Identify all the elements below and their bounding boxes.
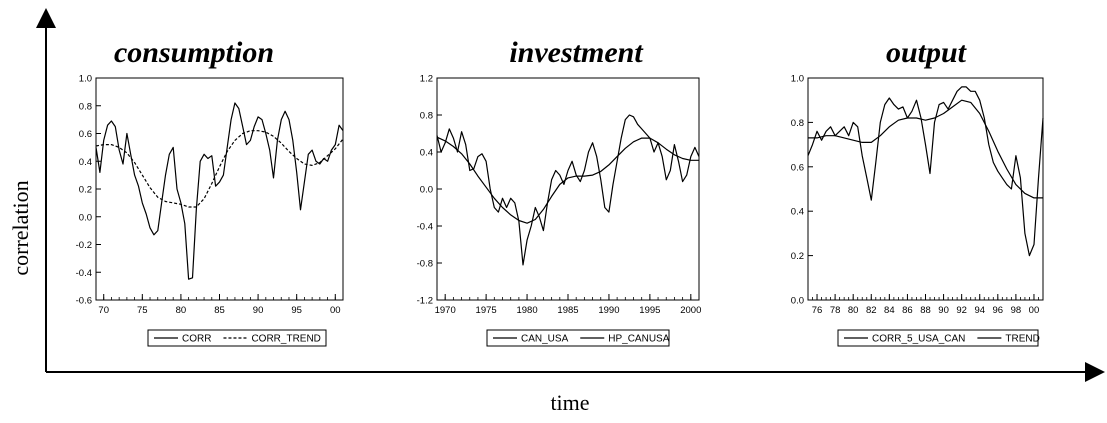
ticks-consumption: -0.6 -0.4 -0.2 0.0 0.2 0.4 0.6 0.8 1.0 70 75 80 85 90… xyxy=(76,74,344,316)
xtick-label-investment: 1975 xyxy=(476,305,497,316)
xtick-label-investment: 1995 xyxy=(639,305,660,316)
xtick-label-output: 98 xyxy=(1011,305,1022,316)
ytick-label-investment: -1.2 xyxy=(417,296,433,307)
panel-title-output: output xyxy=(886,36,968,69)
xtick-label-output: 90 xyxy=(938,305,949,316)
ytick-label-output: 0.4 xyxy=(791,207,804,218)
legend-box-investment xyxy=(486,329,670,347)
legend-label-corr-trend: CORR_TREND xyxy=(251,334,320,345)
ytick-label-output: 0.0 xyxy=(791,296,804,307)
panel-investment: investment -1.2 -0.8 -0.4 0.0 0.4 0.8 1.2 1970 1… xyxy=(417,36,702,347)
xtick-label-investment: 1980 xyxy=(516,305,537,316)
ytick-label-consumption: -0.4 xyxy=(76,268,92,279)
ytick-label-output: 0.2 xyxy=(791,251,804,262)
xtick-label-output: 76 xyxy=(812,305,823,316)
xtick-label-consumption: 75 xyxy=(137,305,148,316)
ytick-label-consumption: 0.0 xyxy=(79,212,92,223)
ticks-investment: -1.2 -0.8 -0.4 0.0 0.4 0.8 1.2 1970 1975 1980 1985… xyxy=(417,74,702,317)
plot-frame-output xyxy=(807,77,1044,301)
series-line-corr-5-usa-can xyxy=(807,86,1044,257)
series-investment xyxy=(436,114,700,266)
figure-ylabel: correlation xyxy=(8,180,33,275)
ytick-label-output: 0.6 xyxy=(791,162,804,173)
series-line-hp-canusa xyxy=(436,136,699,224)
legend-box-output xyxy=(837,329,1039,347)
series-consumption xyxy=(95,102,344,280)
ytick-label-consumption: 0.4 xyxy=(79,157,92,168)
ytick-label-output: 0.8 xyxy=(791,118,804,129)
xtick-label-investment: 1970 xyxy=(435,305,456,316)
xtick-label-output: 84 xyxy=(884,305,895,316)
legend-box-consumption xyxy=(147,329,327,347)
ytick-label-investment: -0.4 xyxy=(417,222,433,233)
figure-xlabel: time xyxy=(550,390,589,415)
ytick-label-investment: 1.2 xyxy=(420,74,433,85)
ytick-label-consumption: -0.2 xyxy=(76,240,92,251)
xtick-label-output: 88 xyxy=(920,305,931,316)
xtick-label-consumption: 85 xyxy=(214,305,225,316)
xtick-label-investment: 2000 xyxy=(680,305,701,316)
figure-y-axis-arrowhead xyxy=(36,8,56,28)
ytick-label-investment: 0.4 xyxy=(420,148,433,159)
xtick-label-output: 78 xyxy=(830,305,841,316)
xtick-label-output: 96 xyxy=(993,305,1004,316)
xtick-label-output: 82 xyxy=(866,305,877,316)
xtick-label-output: 80 xyxy=(848,305,859,316)
xtick-label-consumption: 80 xyxy=(176,305,187,316)
xtick-label-output: 00 xyxy=(1029,305,1040,316)
plot-frame-consumption xyxy=(95,77,344,301)
series-line-corr-trend xyxy=(95,130,344,208)
ytick-label-consumption: 0.8 xyxy=(79,101,92,112)
xtick-label-output: 94 xyxy=(974,305,985,316)
xtick-label-consumption: 00 xyxy=(330,305,341,316)
ticks-output: 0.0 0.2 0.4 0.6 0.8 1.0 76 78 80 82 84 86 88 90 92 94 96… xyxy=(791,74,1044,316)
xtick-label-output: 86 xyxy=(902,305,913,316)
panel-title-consumption: consumption xyxy=(114,36,274,69)
plot-frame-investment xyxy=(436,77,700,301)
legend-output: CORR_5_USA_CAN TREND xyxy=(837,329,1040,347)
xtick-label-consumption: 70 xyxy=(98,305,109,316)
ytick-label-investment: 0.8 xyxy=(420,111,433,122)
panel-title-investment: investment xyxy=(509,36,644,69)
ytick-label-consumption: 0.2 xyxy=(79,185,92,196)
series-line-corr xyxy=(95,102,344,280)
legend-label-hp-canusa: HP_CANUSA xyxy=(608,334,669,345)
legend-consumption: CORR CORR_TREND xyxy=(147,329,327,347)
xtick-label-consumption: 95 xyxy=(291,305,302,316)
ytick-label-output: 1.0 xyxy=(791,74,804,85)
series-output xyxy=(807,86,1044,257)
legend-label-corr: CORR xyxy=(182,334,211,345)
ytick-label-investment: 0.0 xyxy=(420,185,433,196)
figure-x-axis-arrowhead xyxy=(1085,362,1105,382)
xtick-label-investment: 1990 xyxy=(598,305,619,316)
ytick-label-consumption: 1.0 xyxy=(79,74,92,85)
legend-label-trend: TREND xyxy=(1005,334,1039,345)
panel-consumption: consumption -0.6 -0.4 -0.2 0.0 0.2 0.4 0.6 0.8 1… xyxy=(76,36,344,347)
legend-investment: CAN_USA HP_CANUSA xyxy=(486,329,670,347)
series-line-can-usa xyxy=(436,114,700,266)
series-line-trend xyxy=(808,99,1043,199)
ytick-label-consumption: -0.6 xyxy=(76,296,92,307)
panel-output: output 0.0 0.2 0.4 0.6 0.8 1.0 76 78 80 82 84 86 88 9… xyxy=(791,36,1044,347)
legend-label-corr-5-usa-can: CORR_5_USA_CAN xyxy=(872,334,965,345)
ytick-label-consumption: 0.6 xyxy=(79,129,92,140)
xtick-label-investment: 1985 xyxy=(557,305,578,316)
legend-label-can-usa: CAN_USA xyxy=(521,334,569,345)
xtick-label-consumption: 90 xyxy=(253,305,264,316)
xtick-label-output: 92 xyxy=(956,305,967,316)
ytick-label-investment: -0.8 xyxy=(417,259,433,270)
